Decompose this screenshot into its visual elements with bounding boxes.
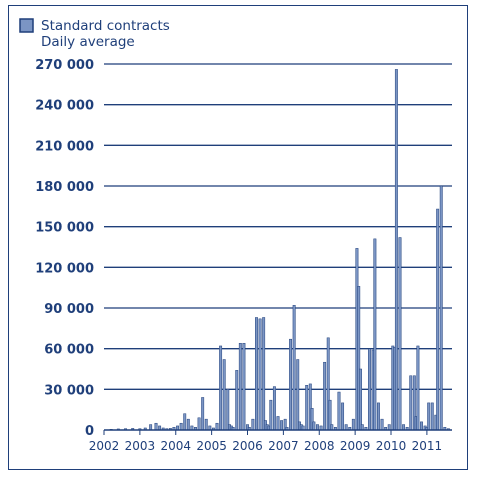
- bar: [262, 317, 266, 431]
- bar: [296, 359, 300, 431]
- bars: [109, 69, 450, 431]
- bar: [272, 386, 276, 431]
- legend: Standard contracts Daily average: [19, 18, 170, 50]
- bar: [183, 413, 187, 431]
- y-tick-label: 0: [85, 424, 94, 439]
- y-tick-label: 90 000: [44, 302, 94, 317]
- bar: [344, 424, 348, 431]
- y-tick-label: 30 000: [44, 383, 94, 398]
- x-tick-label: 2009: [340, 439, 371, 453]
- bar: [222, 359, 226, 431]
- bar: [387, 424, 391, 431]
- y-tick-label: 210 000: [35, 139, 94, 154]
- x-tick-label: 2008: [304, 439, 335, 453]
- x-tick-label: 2005: [196, 439, 227, 453]
- bar: [255, 317, 258, 431]
- bar: [394, 69, 398, 431]
- bar: [269, 399, 273, 431]
- bar: [351, 418, 355, 431]
- bar: [204, 418, 208, 431]
- bar: [312, 421, 316, 431]
- bar: [337, 391, 341, 431]
- bar: [360, 424, 364, 431]
- y-tick-label: 240 000: [35, 99, 94, 114]
- bar: [251, 418, 255, 431]
- bar: [359, 368, 362, 431]
- bar: [416, 345, 420, 431]
- bar: [179, 422, 183, 431]
- x-tick-label: 2002: [89, 439, 120, 453]
- bar: [380, 418, 384, 431]
- bar: [201, 397, 205, 431]
- bar: [305, 385, 309, 431]
- bar: [398, 237, 402, 431]
- x-axis: 2002 2003 2004 2005 2006 2007 2008 2009 2010 2011: [89, 429, 452, 453]
- x-tick-label: 2006: [232, 439, 263, 453]
- bar: [430, 402, 434, 431]
- bar: [280, 420, 284, 431]
- y-tick-label: 150 000: [35, 221, 94, 236]
- legend-swatch: [19, 18, 34, 33]
- bar: [238, 342, 242, 431]
- bar: [373, 238, 377, 431]
- bar: [186, 418, 190, 431]
- bar: [235, 370, 239, 431]
- y-axis-ticks: 0 30 000 60 000 90 000 120 000 150 000 180 000…: [35, 58, 94, 439]
- bar: [427, 402, 431, 431]
- bar: [436, 208, 440, 431]
- bar: [258, 318, 262, 431]
- legend-label-line2: Daily average: [41, 34, 135, 50]
- bar: [242, 342, 246, 431]
- bar: [219, 345, 223, 431]
- bar: [289, 338, 293, 431]
- bar: [226, 389, 230, 431]
- bar: [341, 402, 345, 431]
- bar: [330, 424, 334, 431]
- legend-label-line1: Standard contracts: [41, 18, 170, 34]
- bar: [323, 361, 327, 431]
- y-tick-label: 180 000: [35, 180, 94, 195]
- bar: [292, 305, 296, 431]
- bar: [377, 402, 380, 431]
- bar: [149, 424, 153, 431]
- bar: [316, 424, 319, 431]
- x-tick-label: 2007: [268, 439, 299, 453]
- x-tick-label: 2004: [160, 439, 191, 453]
- bar: [368, 348, 371, 431]
- bar: [154, 422, 158, 431]
- x-tick-label: 2010: [376, 439, 407, 453]
- y-tick-label: 60 000: [44, 343, 94, 358]
- bar: [276, 416, 280, 431]
- y-tick-label: 120 000: [35, 261, 94, 276]
- bar: [197, 417, 201, 431]
- y-tick-label: 270 000: [35, 58, 94, 73]
- bar: [402, 424, 406, 431]
- bar: [409, 375, 413, 431]
- bar: [439, 185, 443, 431]
- bar: [420, 421, 423, 431]
- bar: [215, 422, 219, 431]
- x-tick-label: 2011: [412, 439, 443, 453]
- x-tick-label: 2003: [125, 439, 156, 453]
